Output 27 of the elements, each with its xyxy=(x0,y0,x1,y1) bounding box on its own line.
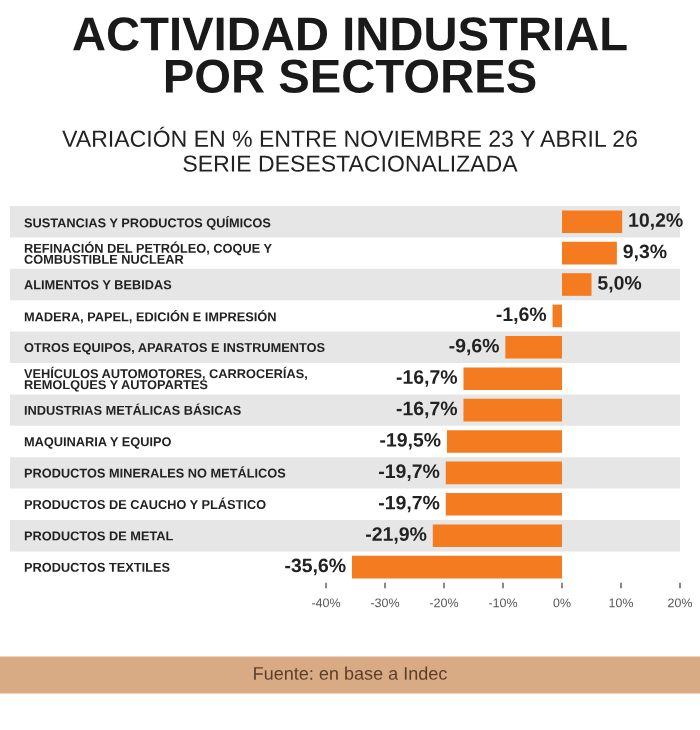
source-note: Fuente: en base a Indec xyxy=(254,666,447,680)
bar xyxy=(445,493,562,516)
data-label: -21,9% xyxy=(366,527,427,544)
bar xyxy=(351,555,562,579)
data-label: 10,2% xyxy=(629,213,683,230)
data-label: 9,3% xyxy=(623,244,667,262)
bar xyxy=(463,367,562,390)
data-label: 5,0% xyxy=(598,275,642,293)
chart-subtitle: VARIACIÓN EN % ENTRE NOVIEMBRE 23 Y ABRIL 26 SERIE DESESTACIONALIZADA xyxy=(62,126,637,172)
data-label: -1,6% xyxy=(496,307,547,324)
data-label: -9,6% xyxy=(449,338,499,356)
data-label: -35,6% xyxy=(285,558,346,576)
data-label: -19,7% xyxy=(379,464,440,481)
data-label: -19,5% xyxy=(380,432,441,450)
bar xyxy=(445,461,562,485)
bar xyxy=(463,398,562,422)
data-label: -16,7% xyxy=(396,370,458,387)
bar xyxy=(562,273,592,296)
chart-title: ACTIVIDAD INDUSTRIAL POR SECTORES xyxy=(73,17,627,93)
bar xyxy=(505,336,562,359)
bar xyxy=(432,524,562,547)
bar xyxy=(562,241,617,265)
bar xyxy=(446,430,562,453)
bar xyxy=(552,304,562,328)
bar xyxy=(562,210,623,233)
data-label: -16,7% xyxy=(396,401,458,419)
data-label: -19,7% xyxy=(379,495,440,513)
